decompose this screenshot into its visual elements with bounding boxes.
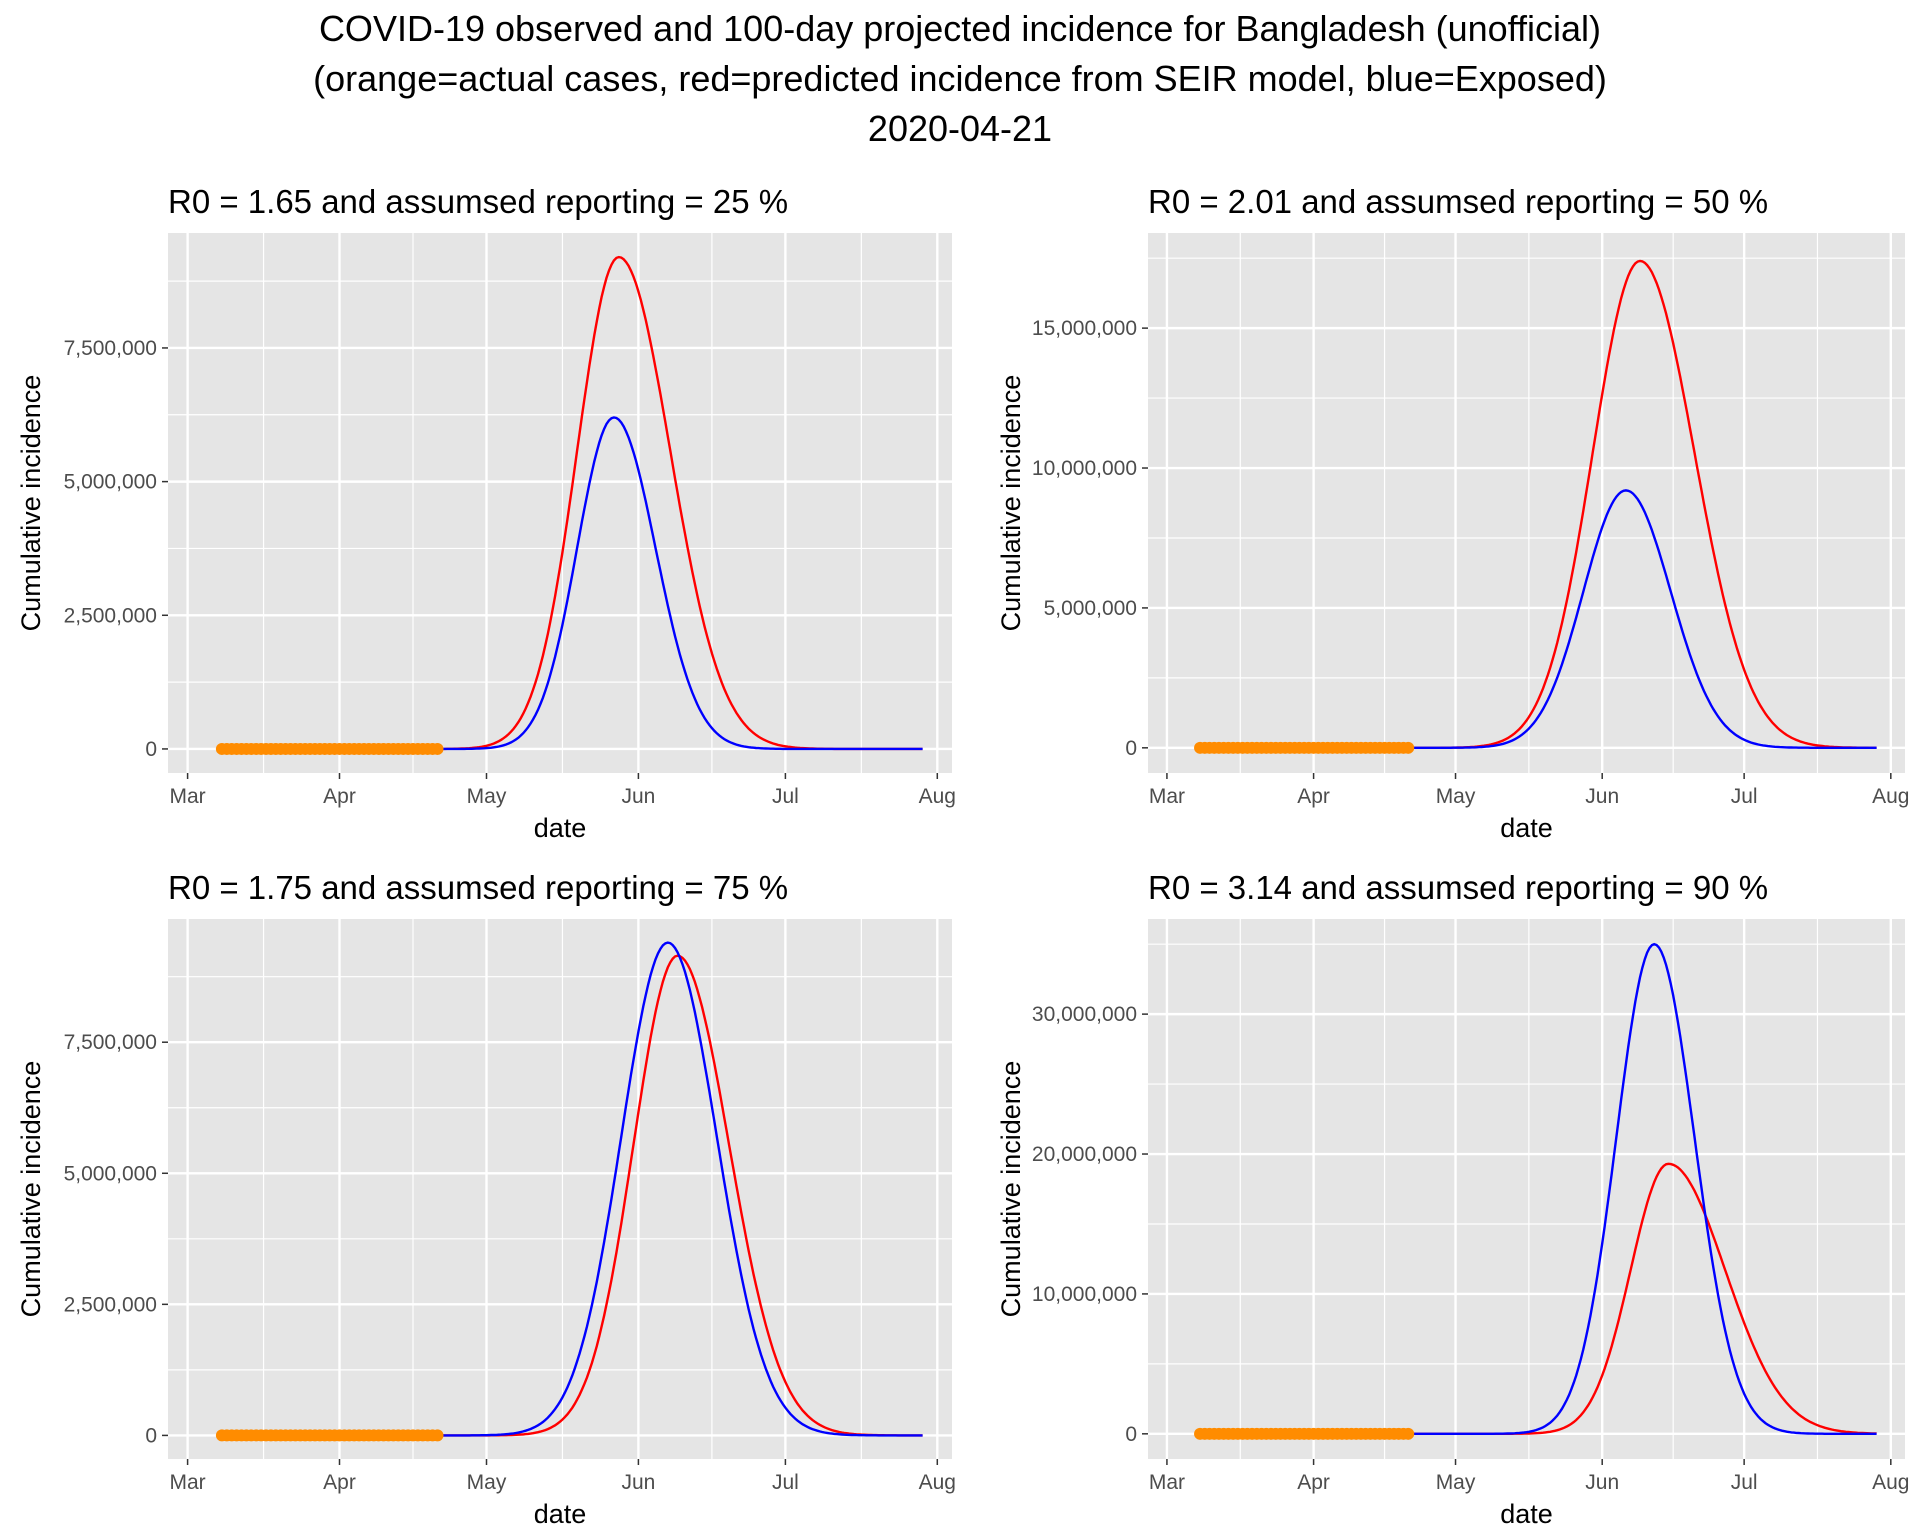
y-tick-label: 0 [1125,1423,1137,1446]
x-axis-title: date [1500,1499,1553,1529]
x-tick-label: Mar [1149,785,1185,808]
actual-case-point [431,742,444,755]
chart-panel-4: Mar Apr May Jun Jul Aug 0 10,000,000 20,000,000 3… [996,869,1909,1529]
x-tick-label: Jul [1731,785,1758,808]
figure-title: COVID-19 observed and 100-day projected … [0,4,1920,154]
actual-case-point [1402,741,1415,754]
x-axis-title: date [1500,813,1553,843]
x-tick-label: Mar [170,785,206,808]
y-tick-label: 2,500,000 [64,1293,157,1316]
plot-background [1148,233,1905,773]
x-tick-label: Jul [772,785,799,808]
y-tick-label: 10,000,000 [1032,457,1137,480]
y-tick-label: 10,000,000 [1032,1283,1137,1306]
y-tick-label: 30,000,000 [1032,1003,1137,1026]
x-tick-label: May [467,1471,507,1494]
figure-title-line1: COVID-19 observed and 100-day projected … [318,8,1602,49]
y-tick-label: 2,500,000 [64,604,157,627]
y-axis-title: Cumulative incidence [996,1061,1026,1318]
x-tick-label: Mar [170,1471,206,1494]
figure-title-line2: (orange=actual cases, red=predicted inci… [313,58,1607,99]
x-tick-label: Aug [1872,1471,1909,1494]
y-tick-label: 0 [1125,737,1137,760]
panel-title: R0 = 2.01 and assumsed reporting = 50 % [1148,183,1768,220]
x-tick-label: Apr [1297,1471,1330,1494]
x-tick-label: Jun [1585,785,1619,808]
plot-background [168,919,952,1459]
y-tick-label: 20,000,000 [1032,1143,1137,1166]
x-tick-label: Apr [323,785,356,808]
plot-background [168,233,952,773]
actual-case-point [431,1429,444,1442]
x-axis-title: date [534,1499,587,1529]
figure-title-line3: 2020-04-21 [867,108,1053,149]
y-tick-label: 5,000,000 [64,1162,157,1185]
x-tick-label: Aug [919,785,956,808]
y-tick-label: 0 [145,738,157,761]
x-tick-label: May [1436,785,1476,808]
x-tick-label: Aug [1872,785,1909,808]
y-tick-label: 5,000,000 [64,471,157,494]
y-tick-label: 5,000,000 [1044,597,1137,620]
y-axis-title: Cumulative incidence [16,1061,46,1318]
panel-title: R0 = 1.75 and assumsed reporting = 75 % [168,869,788,906]
actual-case-point [1402,1427,1415,1440]
x-tick-label: May [467,785,507,808]
chart-panel-3: Mar Apr May Jun Jul Aug 0 2,500,000 5,000,000 7,5… [16,869,956,1529]
x-tick-label: May [1436,1471,1476,1494]
x-tick-label: Apr [323,1471,356,1494]
x-tick-label: Jun [621,1471,655,1494]
y-axis-title: Cumulative incidence [16,375,46,632]
x-tick-label: Aug [919,1471,956,1494]
panel-title: R0 = 1.65 and assumsed reporting = 25 % [168,183,788,220]
x-tick-label: Mar [1149,1471,1185,1494]
x-axis-title: date [534,813,587,843]
y-tick-label: 7,500,000 [64,337,157,360]
x-tick-label: Jul [1731,1471,1758,1494]
y-tick-label: 15,000,000 [1032,317,1137,340]
x-tick-label: Jul [772,1471,799,1494]
y-axis-title: Cumulative incidence [996,375,1026,632]
y-tick-label: 0 [145,1424,157,1447]
x-tick-label: Apr [1297,785,1330,808]
plot-background [1148,919,1905,1459]
panel-title: R0 = 3.14 and assumsed reporting = 90 % [1148,869,1768,906]
y-tick-label: 7,500,000 [64,1031,157,1054]
chart-panel-2: Mar Apr May Jun Jul Aug 0 5,000,000 10,000,000 15… [996,183,1909,843]
x-tick-label: Jun [621,785,655,808]
chart-panel-1: Mar Apr May Jun Jul Aug 0 2,500,000 5,000,000 7,5… [16,183,956,843]
x-tick-label: Jun [1585,1471,1619,1494]
